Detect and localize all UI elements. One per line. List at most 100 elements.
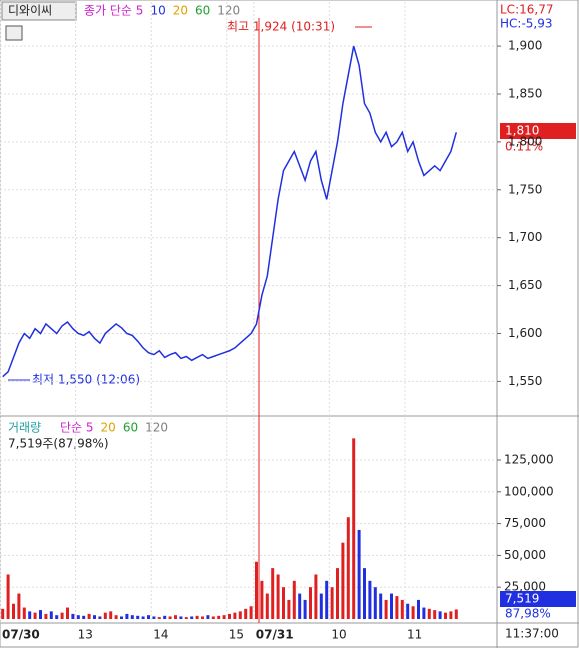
legend-entry: 10: [150, 4, 165, 18]
volume-bar: [330, 587, 334, 619]
legend-entry: 120: [217, 4, 240, 18]
x-tick-label: 11: [407, 628, 422, 642]
volume-bar: [109, 611, 113, 619]
y-tick-label: 125,000: [504, 452, 554, 466]
volume-bar: [444, 612, 447, 619]
volume-bar: [346, 517, 350, 619]
volume-bar: [238, 611, 242, 619]
x-tick-label: 14: [153, 628, 168, 642]
volume-bar: [373, 587, 377, 619]
legend-entry: 20: [173, 4, 188, 18]
volume-bar: [309, 587, 312, 619]
volume-bar: [406, 603, 410, 619]
volume-bar: [125, 613, 129, 619]
y-tick-label: 75,000: [504, 516, 546, 530]
volume-bar: [66, 607, 69, 619]
volume-bar: [195, 615, 199, 619]
volume-bar: [103, 612, 107, 619]
y-tick-label: 1,900: [508, 39, 542, 53]
volume-bar: [184, 617, 188, 619]
volume-bar: [325, 580, 329, 619]
volume-bar: [411, 606, 415, 619]
volume-bar: [12, 603, 15, 619]
volume-bar: [201, 616, 204, 619]
volume-bar: [152, 616, 156, 619]
change-label: 0.11%: [505, 140, 543, 154]
volume-bar: [422, 607, 426, 619]
x-tick-label: 07/30: [2, 628, 40, 642]
volume-bar: [60, 612, 64, 619]
volume-bar: [341, 542, 345, 619]
y-tick-label: 1,750: [508, 182, 542, 196]
volume-bar: [271, 568, 275, 619]
volume-bar: [211, 616, 215, 619]
volume-title: 거래량: [8, 421, 41, 435]
volume-bar: [141, 616, 145, 619]
volume-bar: [22, 607, 26, 619]
price-box: [500, 123, 576, 139]
volume-bar: [390, 593, 393, 619]
volume-bar: [427, 608, 431, 619]
x-tick-label: 15: [229, 628, 244, 642]
volume-bar: [228, 613, 231, 619]
time-label: 11:37:00: [505, 627, 559, 641]
volume-bar: [168, 616, 172, 619]
volume-bar: [87, 613, 91, 619]
volume-bar: [163, 615, 167, 619]
volume-bar: [206, 615, 210, 619]
volume-bar: [384, 599, 388, 619]
volume-bar: [1, 608, 5, 619]
high-note: 최고 1,924 (10:31): [227, 20, 335, 34]
volume-bar: [298, 593, 302, 619]
volume-bar: [98, 616, 102, 619]
volume-bar: [255, 561, 258, 619]
volume-bar: [120, 616, 123, 619]
volume-bar: [217, 615, 221, 619]
stock-name: 디와이씨: [8, 4, 52, 18]
volume-bar: [303, 599, 307, 619]
volume-bar: [17, 593, 21, 619]
volume-bar: [449, 611, 453, 619]
volume-bar: [368, 580, 372, 619]
volume-bar: [28, 611, 32, 619]
y-tick-label: 1,550: [508, 374, 542, 388]
volume-summary: 7,519주(87,98%): [8, 437, 109, 451]
volume-bar: [454, 609, 458, 619]
volume-bar: [147, 615, 150, 619]
volume-bar: [314, 574, 318, 619]
volume-legend-entry: 20: [101, 421, 116, 435]
y-tick-label: 1,850: [508, 86, 542, 100]
volume-box: [500, 591, 576, 607]
volume-bar: [287, 599, 291, 619]
volume-bar: [433, 610, 437, 619]
hc-label: HC:-5,93: [500, 17, 553, 31]
price-label: 1,810: [505, 124, 539, 138]
volume-bar: [233, 612, 237, 619]
y-tick-label: 25,000: [504, 580, 546, 594]
volume-bar: [174, 615, 177, 619]
volume-bar: [82, 615, 86, 619]
volume-bar: [76, 615, 80, 619]
y-tick-label: 1,800: [508, 134, 542, 148]
volume-bar: [265, 593, 269, 619]
y-tick-label: 50,000: [504, 548, 546, 562]
volume-legend-entry: 60: [123, 421, 138, 435]
low-note: 최저 1,550 (12:06): [32, 373, 140, 387]
volume-bar: [114, 615, 118, 619]
volume-bar: [44, 613, 48, 619]
volume-bar: [336, 568, 339, 619]
table-icon[interactable]: [5, 25, 23, 41]
volume-bar: [357, 529, 361, 619]
volume-bar: [260, 580, 264, 619]
price-line: [2, 45, 458, 378]
volume-bar: [136, 615, 140, 619]
volume-legend-entry: 단순 5: [60, 421, 94, 435]
volume-bar: [249, 606, 253, 619]
volume-bar: [222, 615, 226, 619]
y-tick-label: 100,000: [504, 484, 554, 498]
volume-bar: [438, 611, 442, 619]
x-tick-label: 07/31: [256, 628, 294, 642]
volume-bar: [71, 613, 75, 619]
volume-bar: [292, 580, 296, 619]
